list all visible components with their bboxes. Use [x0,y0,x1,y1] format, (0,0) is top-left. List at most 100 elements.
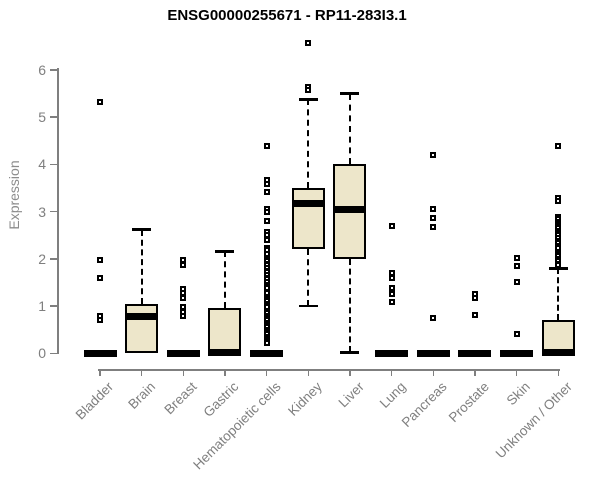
outlier-point [555,143,562,149]
outlier-point [180,312,187,319]
outlier-point [263,217,270,224]
y-tick-label: 5 [38,109,46,126]
outlier-point [555,262,562,269]
lower-whisker [348,258,351,353]
x-axis-label: Liver [335,379,367,411]
outlier-point [471,294,478,301]
outlier-point [305,87,312,94]
x-axis-tick [182,369,185,376]
outlier-point [263,340,270,347]
upper-whisker [557,268,560,321]
x-axis-label: Gastric [200,379,242,420]
collapsed-box [250,349,284,357]
x-axis-tick [307,369,310,376]
y-axis-tick [50,305,57,307]
x-axis-tick [390,369,393,376]
y-tick-label: 1 [38,298,46,315]
y-tick-label: 0 [38,345,46,362]
upper-whisker-cap [215,250,235,253]
outlier-point [513,255,520,262]
outlier-point [180,261,187,268]
y-tick-label: 4 [38,156,46,173]
median-bar [208,348,242,356]
median-bar [541,348,575,356]
x-axis-label: Unknown / Other [492,379,575,462]
outlier-point [263,236,270,243]
outlier-point [180,303,187,310]
outlier-point [430,205,437,212]
y-axis-tick [50,258,57,260]
y-axis-tick [50,210,57,213]
x-axis-label: Skin [504,379,534,409]
median-bar [125,312,159,320]
upper-whisker-cap [298,98,318,101]
y-axis-tick [50,116,57,118]
chart-title: ENSG00000255671 - RP11-283I3.1 [167,7,407,24]
outlier-point [555,198,562,205]
outlier-point [97,317,103,324]
collapsed-box [416,349,450,357]
box [541,320,575,354]
outlier-point [263,208,270,215]
x-axis-tick [140,369,143,376]
lower-whisker-cap [340,351,360,354]
outlier-point [97,275,103,282]
x-axis-tick [557,369,559,376]
x-axis-tick [349,369,351,376]
collapsed-box [375,349,409,357]
y-axis-tick [50,163,57,166]
upper-whisker-cap [132,228,152,231]
x-axis-label: Breast [161,379,200,418]
x-axis-tick [99,369,101,376]
box [291,188,325,250]
outlier-point [263,142,270,149]
upper-whisker [307,99,310,189]
outlier-point [97,98,103,105]
x-axis-tick [265,369,268,376]
collapsed-box [458,349,492,357]
y-tick-label: 6 [38,61,46,78]
x-axis-label: Kidney [285,379,325,419]
upper-whisker-cap [340,92,360,95]
y-tick-label: 3 [38,203,46,220]
outlier-point [180,289,187,296]
outlier-point [388,274,395,281]
x-axis-tick [432,369,435,376]
outlier-point [513,331,520,338]
y-axis-line [57,68,59,355]
x-axis-label: Bladder [73,379,117,423]
x-axis-tick [474,369,476,376]
median-bar [291,200,325,208]
lower-whisker [307,249,310,307]
outlier-point [388,285,395,292]
outlier-point [430,151,437,158]
y-axis-tick [50,69,57,71]
outlier-point [471,312,478,319]
outlier-point [430,314,437,321]
outlier-point [430,223,437,230]
upper-whisker [223,251,226,309]
x-axis-label: Brain [125,379,159,412]
collapsed-box [83,349,117,357]
x-axis-label: Prostate [445,379,492,426]
outlier-point [513,279,520,286]
outlier-point [388,298,395,305]
outlier-point [97,256,103,263]
x-axis-label: Lung [376,379,409,411]
x-axis-line [98,369,560,371]
outlier-point [430,214,437,221]
collapsed-box [500,349,534,357]
x-axis-tick [515,369,518,376]
outlier-point [513,262,520,269]
lower-whisker-cap [298,304,318,308]
outlier-point [263,180,270,187]
upper-whisker [140,229,143,304]
outlier-point [180,295,187,302]
outlier-point [305,39,312,46]
box [208,308,242,354]
y-axis-tick [50,352,57,355]
median-bar [333,205,367,213]
collapsed-box [166,349,200,357]
